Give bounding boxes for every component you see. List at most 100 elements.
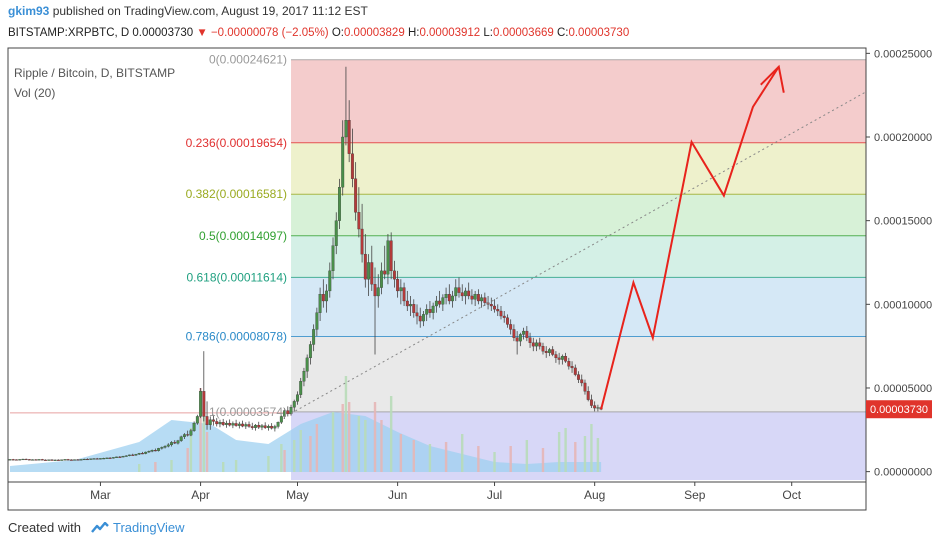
candle-body	[69, 459, 73, 461]
x-tick-label: May	[286, 488, 309, 502]
candle	[341, 120, 345, 196]
high-label: H:	[407, 27, 420, 39]
candle	[538, 337, 542, 350]
candle	[247, 421, 251, 428]
candle-body	[40, 459, 44, 461]
x-tick-label: Aug	[584, 488, 605, 502]
candle	[176, 439, 180, 445]
candle-body	[286, 410, 290, 415]
candle	[115, 456, 119, 458]
candle	[399, 279, 403, 305]
open-label: O:	[331, 27, 344, 39]
candle-body	[89, 458, 93, 460]
candle-body	[383, 270, 387, 275]
candle-body	[147, 451, 151, 453]
candle-body	[157, 448, 161, 451]
candle	[73, 459, 77, 461]
candle-body	[63, 459, 67, 461]
candle	[215, 418, 219, 427]
candle	[551, 346, 555, 357]
candle-body	[296, 394, 299, 402]
candle	[593, 401, 597, 412]
candle	[8, 459, 12, 461]
y-tick-label: 0.00010000	[874, 299, 932, 311]
candle-body	[509, 324, 513, 330]
fib-zone	[291, 59, 866, 143]
y-tick-label: 0.00015000	[874, 216, 932, 228]
fib-label: 0.618(0.00011614)	[186, 270, 287, 284]
tradingview-logo[interactable]: TradingView	[91, 520, 185, 535]
volume-bar	[234, 460, 238, 472]
candle-body	[321, 294, 325, 302]
candle-body	[283, 410, 287, 417]
candle-body	[412, 304, 416, 313]
candle	[473, 290, 477, 306]
volume-bar	[331, 412, 335, 472]
candle-body	[467, 290, 471, 297]
candle-body	[454, 287, 458, 297]
candle-body	[557, 357, 561, 360]
candle	[370, 245, 374, 291]
fib-label: 0.382(0.00016581)	[186, 187, 287, 201]
candle-body	[292, 401, 296, 408]
volume-bar	[412, 440, 415, 472]
candle	[344, 66, 348, 146]
volume-bar	[557, 432, 561, 472]
candle-body	[218, 422, 222, 425]
author-link[interactable]: gkim93	[8, 4, 50, 18]
candle	[305, 354, 309, 378]
candle-body	[502, 315, 506, 318]
candle	[108, 457, 112, 459]
candle	[192, 421, 196, 432]
candle-body	[331, 245, 335, 272]
volume-bar	[564, 428, 567, 472]
fib-labels: 0(0.00024621) 0.236(0.00019654) 0.382(0.00…	[186, 53, 287, 419]
high-value: 0.00003912	[419, 27, 481, 39]
candle-body	[92, 458, 96, 460]
candle	[147, 450, 151, 453]
candle-body	[350, 153, 354, 179]
candle	[454, 279, 458, 301]
candle	[79, 459, 83, 461]
candle	[182, 433, 186, 440]
candle-body	[357, 212, 361, 230]
candle	[312, 324, 316, 352]
candle-body	[522, 330, 526, 335]
candle-body	[231, 423, 235, 426]
candle	[505, 314, 509, 328]
candle	[299, 377, 303, 399]
candle	[431, 302, 435, 320]
candle	[418, 307, 422, 328]
candle	[567, 357, 571, 370]
candle-body	[11, 459, 15, 461]
candle-body	[221, 422, 225, 425]
created-with-label: Created with	[8, 520, 81, 535]
candle	[296, 391, 299, 405]
volume-bar	[477, 446, 480, 472]
candle-body	[131, 454, 135, 456]
candle-body	[76, 459, 80, 461]
candle-body	[102, 458, 106, 460]
candle-body	[234, 423, 238, 426]
candle	[86, 458, 89, 461]
x-tick-label: Jun	[388, 488, 407, 502]
candle	[499, 305, 503, 320]
candle	[234, 419, 238, 427]
candle-body	[34, 459, 38, 461]
candle	[564, 352, 568, 363]
candle	[260, 423, 264, 431]
candle	[202, 351, 206, 422]
candle	[557, 352, 561, 365]
footer: Created with TradingView	[8, 520, 185, 535]
candle-body	[496, 309, 500, 312]
candle	[308, 341, 312, 365]
candle	[589, 394, 593, 409]
candle	[257, 421, 261, 429]
candle-body	[153, 450, 157, 452]
candle-body	[396, 279, 400, 292]
candle-body	[82, 458, 86, 461]
candle-body	[544, 351, 548, 353]
candle	[554, 351, 558, 363]
candle-body	[44, 459, 47, 461]
